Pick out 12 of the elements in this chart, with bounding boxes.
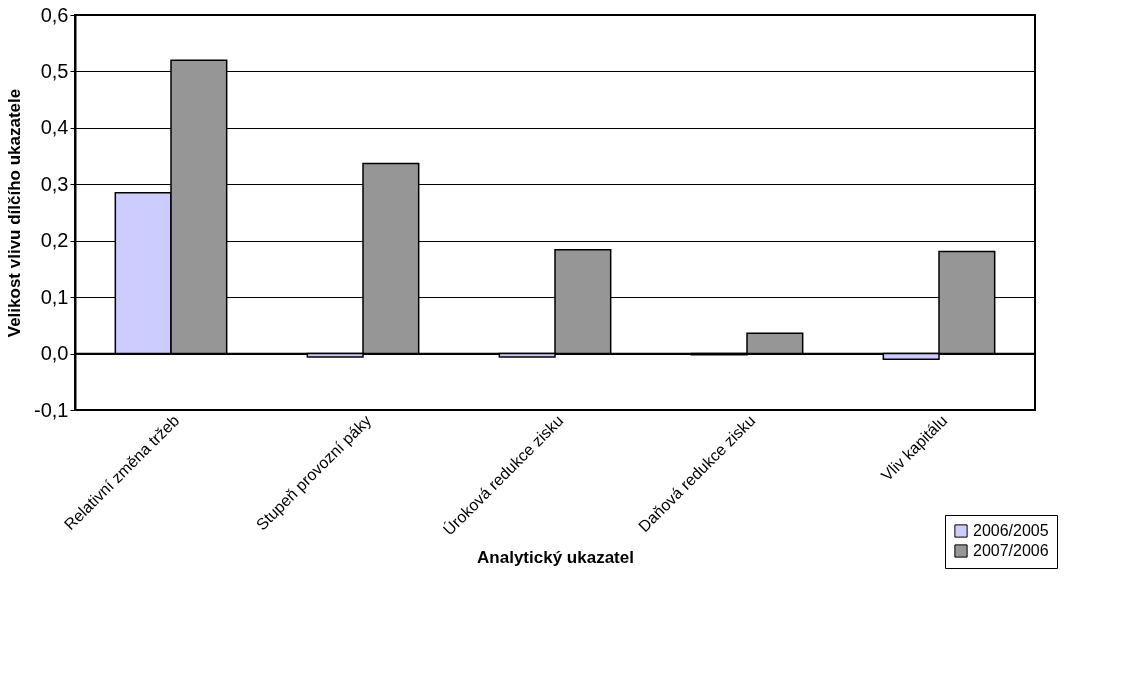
y-tick-label: 0,5	[40, 59, 69, 82]
legend-label: 2006/2005	[973, 522, 1049, 539]
y-tick-label: 0,2	[40, 229, 69, 252]
x-axis-title: Analytický ukazatel	[477, 548, 634, 568]
y-axis-title: Velikost vlivu dílčího ukazatele	[5, 88, 25, 338]
legend-label: 2007/2006	[973, 542, 1049, 559]
y-tick-label: 0,3	[40, 172, 69, 195]
y-tick-label: 0,1	[40, 285, 69, 308]
y-tick-label: 0,4	[40, 116, 69, 139]
y-tick-label: 0,6	[40, 3, 69, 26]
y-tick-label: 0,0	[40, 342, 69, 365]
y-tick-label: -0,1	[34, 398, 69, 421]
